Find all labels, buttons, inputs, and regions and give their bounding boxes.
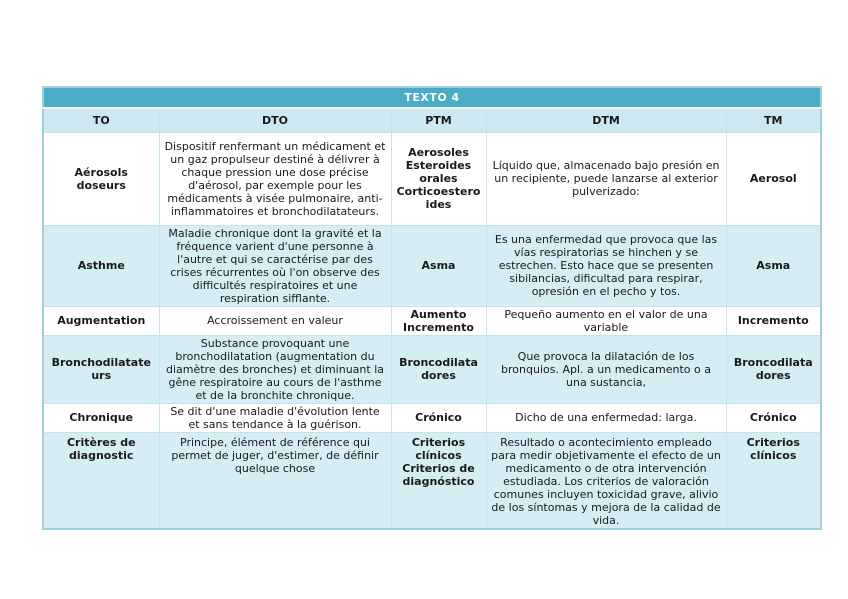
terminology-table: TEXTO 4 TO DTO PTM DTM TM Aérosols doseu… bbox=[42, 86, 823, 530]
column-header-dtm: DTM bbox=[485, 107, 727, 133]
cell-dtm: Líquido que, almacenado bajo presión en … bbox=[485, 131, 727, 226]
cell-tm: Asma bbox=[725, 224, 822, 307]
cell-dtm: Pequeño aumento en el valor de una varia… bbox=[485, 305, 727, 336]
terminology-table-wrapper: TEXTO 4 TO DTO PTM DTM TM Aérosols doseu… bbox=[42, 86, 823, 530]
table-row: Augmentation Accroissement en valeur Aum… bbox=[42, 305, 822, 336]
cell-ptm: Criterios clínicos Criterios de diagnóst… bbox=[390, 431, 487, 529]
cell-to: Aérosols doseurs bbox=[42, 131, 160, 226]
cell-dtm: Resultado o acontecimiento empleado para… bbox=[485, 431, 727, 529]
cell-dtm: Dicho de una enfermedad: larga. bbox=[485, 402, 727, 433]
table-row: Asthme Maladie chronique dont la gravité… bbox=[42, 224, 822, 307]
table-row: Critères de diagnostic Principe, élément… bbox=[42, 431, 822, 529]
table-row: Bronchodilatateurs Substance provoquant … bbox=[42, 334, 822, 404]
table-row: Chronique Se dit d'une maladie d'évoluti… bbox=[42, 402, 822, 433]
cell-dto: Accroissement en valeur bbox=[158, 305, 392, 336]
cell-to: Augmentation bbox=[42, 305, 160, 336]
cell-tm: Incremento bbox=[725, 305, 822, 336]
cell-tm: Crónico bbox=[725, 402, 822, 433]
cell-ptm: Aumento Incremento bbox=[390, 305, 487, 336]
cell-dto: Se dit d'une maladie d'évolution lente e… bbox=[158, 402, 392, 433]
cell-tm: Criterios clínicos bbox=[725, 431, 822, 529]
cell-ptm: Broncodilatadores bbox=[390, 334, 487, 404]
column-header-ptm: PTM bbox=[390, 107, 487, 133]
table-title-row: TEXTO 4 bbox=[42, 86, 822, 109]
column-header-row: TO DTO PTM DTM TM bbox=[42, 107, 822, 133]
cell-dto: Dispositif renfermant un médicament et u… bbox=[158, 131, 392, 226]
cell-dto: Principe, élément de référence qui perme… bbox=[158, 431, 392, 529]
cell-ptm: Asma bbox=[390, 224, 487, 307]
cell-dtm: Es una enfermedad que provoca que las ví… bbox=[485, 224, 727, 307]
cell-to: Asthme bbox=[42, 224, 160, 307]
cell-tm: Broncodilatadores bbox=[725, 334, 822, 404]
cell-dtm: Que provoca la dilatación de los bronqui… bbox=[485, 334, 727, 404]
cell-ptm: Aerosoles Esteroides orales Corticoester… bbox=[390, 131, 487, 226]
column-header-dto: DTO bbox=[158, 107, 392, 133]
cell-to: Chronique bbox=[42, 402, 160, 433]
cell-to: Critères de diagnostic bbox=[42, 431, 160, 529]
column-header-to: TO bbox=[42, 107, 160, 133]
table-row: Aérosols doseurs Dispositif renfermant u… bbox=[42, 131, 822, 226]
cell-dto: Maladie chronique dont la gravité et la … bbox=[158, 224, 392, 307]
column-header-tm: TM bbox=[725, 107, 822, 133]
cell-tm: Aerosol bbox=[725, 131, 822, 226]
table-title: TEXTO 4 bbox=[42, 86, 822, 109]
cell-dto: Substance provoquant une bronchodilatati… bbox=[158, 334, 392, 404]
cell-to: Bronchodilatateurs bbox=[42, 334, 160, 404]
cell-ptm: Crónico bbox=[390, 402, 487, 433]
